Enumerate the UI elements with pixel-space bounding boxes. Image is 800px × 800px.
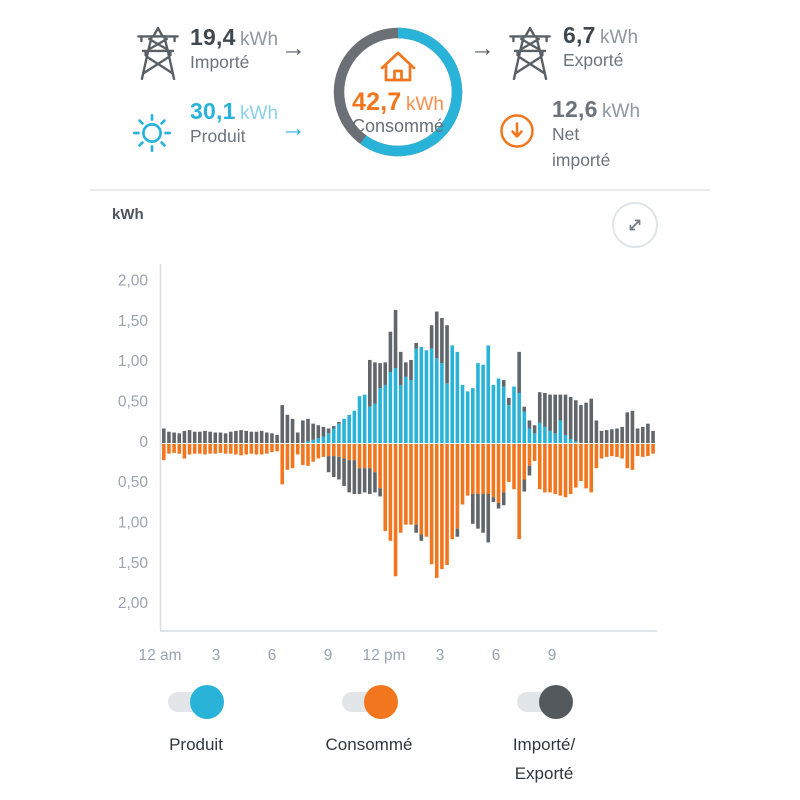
svg-text:1,00: 1,00 (118, 514, 149, 531)
legend-label-importe-exporte: Importé/ Exporté (512, 735, 576, 783)
produced-value: 30,1 kWh (190, 98, 278, 125)
produced-unit: kWh (240, 103, 279, 124)
toggle-knob[interactable] (539, 685, 573, 719)
bar-chart[interactable]: 2,00 1,50 1,00 0,50 0 0,50 1,00 1,50 2,00 12 am 3 6… (0, 250, 800, 670)
svg-text:12 pm: 12 pm (362, 647, 405, 664)
svg-text:9: 9 (324, 647, 333, 664)
net-imported-value: 12,6 kWh (552, 96, 640, 123)
sun-icon (132, 113, 172, 153)
net-imported-label-2: importé (552, 150, 611, 170)
arrow-right-icon: → (281, 34, 306, 62)
net-imported-label-1: Net (552, 124, 580, 144)
produced-number: 30,1 (190, 98, 236, 124)
legend-label-consomme: Consommé (325, 735, 413, 754)
expand-chart-button[interactable] (612, 202, 658, 248)
exported-number: 6,7 (563, 22, 596, 48)
legend-label-produit: Produit (169, 735, 223, 754)
net-imported-unit: kWh (602, 101, 641, 122)
net-import-arrow-icon (500, 114, 534, 148)
svg-text:0,50: 0,50 (118, 474, 149, 491)
consumed-unit: kWh (405, 94, 444, 115)
svg-text:6: 6 (492, 647, 501, 664)
svg-text:3: 3 (212, 647, 221, 664)
imported-label: Importé (190, 52, 250, 72)
svg-text:9: 9 (548, 647, 557, 664)
pylon-icon (509, 26, 551, 81)
svg-text:2,00: 2,00 (118, 595, 149, 612)
svg-text:0: 0 (139, 434, 148, 451)
consumed-label: Consommé (351, 116, 445, 136)
svg-text:12 am: 12 am (138, 647, 181, 664)
arrow-right-icon: → (281, 114, 306, 142)
arrow-right-icon: → (470, 34, 495, 62)
produced-label: Produit (190, 126, 246, 146)
svg-text:1,50: 1,50 (118, 555, 149, 572)
exported-unit: kWh (600, 27, 639, 48)
svg-text:2,00: 2,00 (118, 273, 149, 290)
house-icon (380, 51, 416, 82)
consumed-number: 42,7 (352, 88, 402, 116)
section-divider (90, 189, 710, 191)
svg-text:6: 6 (268, 647, 277, 664)
donut-blue-arc (333, 27, 463, 157)
consumption-donut (333, 27, 463, 157)
svg-text:1,00: 1,00 (118, 353, 149, 370)
svg-text:3: 3 (436, 647, 445, 664)
toggle-knob[interactable] (190, 685, 224, 719)
net-imported-number: 12,6 (552, 96, 598, 122)
exported-value: 6,7 kWh (563, 22, 638, 49)
imported-value: 19,4 kWh (190, 24, 278, 51)
toggle-knob[interactable] (364, 685, 398, 719)
expand-icon (629, 219, 641, 231)
chart-unit-label: kWh (112, 206, 144, 223)
imported-unit: kWh (240, 29, 279, 50)
svg-text:1,50: 1,50 (118, 313, 149, 330)
imported-number: 19,4 (190, 24, 236, 50)
svg-text:0,50: 0,50 (118, 393, 149, 410)
pylon-icon (137, 26, 179, 81)
consumed-value: 42,7 kWh (328, 88, 468, 117)
exported-label: Exporté (563, 50, 624, 70)
